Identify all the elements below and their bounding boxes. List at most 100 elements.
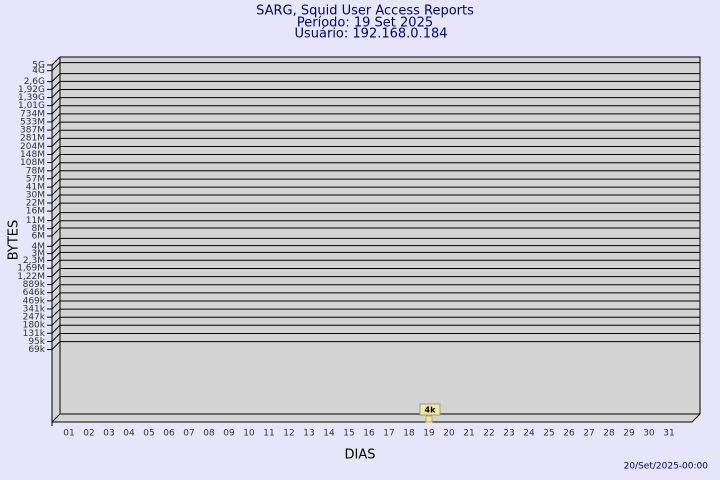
x-tick-label: 28	[603, 429, 615, 439]
grid-line	[51, 162, 700, 172]
x-tick-label: 14	[323, 429, 335, 439]
grid-line	[51, 341, 700, 350]
y-tick-label: 247k	[23, 313, 46, 323]
y-tick-label: 1,39G	[18, 93, 45, 103]
grid-line	[51, 245, 700, 255]
x-tick-label: 21	[463, 429, 474, 439]
x-tick-label: 07	[183, 429, 194, 439]
x-tick-label: 10	[243, 429, 255, 439]
x-tick-label: 27	[583, 429, 594, 439]
floor-edge	[51, 413, 61, 423]
grid-line	[51, 284, 700, 294]
y-tick-label: 281M	[20, 134, 45, 144]
y-tick-label: 387M	[20, 126, 45, 136]
grid-line	[51, 186, 700, 196]
grid-line	[51, 170, 700, 180]
y-tick-label: 341k	[23, 304, 46, 314]
y-tick-label: 4M	[32, 242, 46, 252]
y-tick-label: 4G	[32, 66, 45, 76]
y-tick-label: 734M	[20, 109, 45, 119]
x-tick-label: 12	[283, 429, 294, 439]
y-tick-label: 22M	[26, 198, 45, 208]
grid-line	[51, 308, 700, 318]
y-tick-label: 180k	[23, 321, 46, 331]
y-tick-label: 6M	[32, 232, 46, 242]
y-tick-label: 1,22M	[17, 272, 45, 282]
x-tick-label: 23	[503, 429, 514, 439]
y-tick-label: 95k	[28, 337, 45, 347]
grid-line	[51, 129, 700, 139]
grid-line	[51, 332, 700, 342]
grid-line	[51, 268, 700, 277]
y-tick-label: 533M	[20, 117, 45, 127]
x-tick-label: 06	[163, 429, 175, 439]
grid-line	[51, 80, 700, 90]
y-tick-label: 889k	[23, 280, 46, 290]
grid-line	[51, 154, 700, 163]
grid-line	[51, 56, 700, 66]
grid-line	[51, 62, 700, 72]
y-tick-label: 204M	[20, 142, 45, 152]
chart-title: SARG, Squid User Access Reports	[256, 4, 474, 19]
y-tick-label: 3M	[32, 249, 46, 259]
x-tick-label: 15	[343, 429, 354, 439]
x-tick-label: 18	[403, 429, 415, 439]
grid-line	[51, 105, 700, 115]
x-tick-label: 26	[563, 429, 575, 439]
x-tick-label: 04	[123, 429, 135, 439]
grid-line	[51, 259, 700, 269]
x-tick-label: 01	[63, 429, 74, 439]
y-tick-label: 1,69M	[17, 264, 45, 274]
x-tick-label: 13	[303, 429, 314, 439]
y-axis-label: BYTES	[7, 220, 22, 261]
x-tick-label: 20	[443, 429, 455, 439]
x-tick-label: 30	[643, 429, 655, 439]
grid-line	[51, 316, 700, 326]
y-tick-label: 2,3M	[23, 256, 45, 266]
chart-subtitle: Período: 19 Set 2025	[297, 16, 433, 31]
grid-line	[51, 292, 700, 302]
data-label: 4k	[425, 406, 437, 415]
y-tick-label: 131k	[23, 329, 46, 339]
x-tick-label: 19	[423, 429, 435, 439]
data-label-box	[419, 403, 441, 416]
grid-line	[51, 178, 700, 188]
y-tick-label: 5G	[32, 61, 45, 71]
grid-line	[51, 97, 700, 107]
y-tick-label: 8M	[32, 224, 46, 234]
x-tick-label: 17	[383, 429, 394, 439]
y-tick-label: 41M	[26, 183, 45, 193]
x-tick-label: 16	[363, 429, 375, 439]
y-tick-label: 69k	[28, 345, 45, 355]
y-tick-label: 108M	[20, 158, 45, 168]
grid-line	[51, 121, 700, 131]
grid-line	[51, 251, 700, 261]
y-tick-label: 646k	[23, 288, 46, 298]
grid-line	[51, 73, 700, 82]
x-axis-label: DIAS	[345, 448, 376, 463]
y-tick-label: 30M	[26, 191, 45, 201]
footer: 20/Set/2025-00:00	[624, 462, 709, 472]
x-tick-label: 29	[623, 429, 635, 439]
y-tick-label: 11M	[26, 216, 45, 226]
grid-line	[51, 212, 700, 221]
grid-line	[51, 146, 700, 155]
x-tick-label: 11	[263, 429, 274, 439]
x-tick-label: 22	[483, 429, 494, 439]
grid-line	[51, 220, 700, 230]
x-tick-label: 03	[103, 429, 114, 439]
grid-line	[51, 137, 700, 147]
y-tick-label: 78M	[26, 166, 45, 176]
grid-line	[51, 276, 700, 285]
x-tick-label: 02	[83, 429, 94, 439]
y-tick-label: 16M	[26, 207, 45, 217]
y-tick-label: 2,6G	[24, 77, 45, 87]
x-tick-label: 24	[523, 429, 535, 439]
grid-line	[51, 324, 700, 334]
x-tick-label: 09	[223, 429, 235, 439]
y-tick-label: 57M	[26, 174, 45, 184]
x-tick-label: 25	[543, 429, 554, 439]
y-tick-label: 1,01G	[18, 101, 45, 111]
x-tick-label: 08	[203, 429, 215, 439]
